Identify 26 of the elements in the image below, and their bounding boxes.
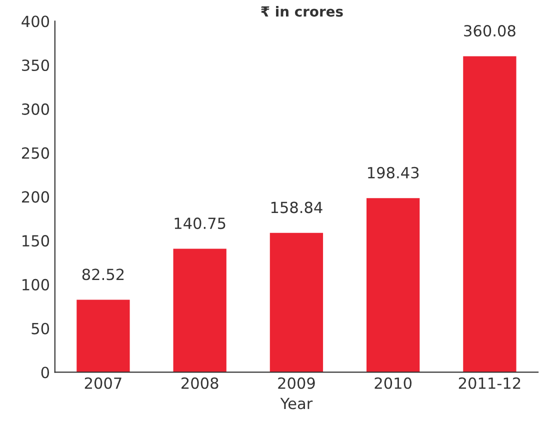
data-label: 360.08 [464,25,516,37]
y-tick-label: 300 [22,103,50,115]
data-label: 158.84 [271,202,322,214]
x-tick-label: 2007 [84,377,122,389]
data-label: 140.75 [174,218,226,230]
y-tick-label: 200 [22,191,50,203]
data-label: 82.52 [82,268,124,280]
y-tick-label: 250 [22,147,50,159]
chart-subtitle: ₹ in crores [261,6,343,17]
bar [76,300,130,372]
y-tick-label: 50 [32,322,50,334]
y-tick-label: 0 [41,366,50,378]
bar [463,56,516,372]
x-tick-label: 2009 [278,377,315,389]
bar [366,198,420,372]
y-tick-label: 400 [22,16,50,28]
x-axis-title: Year [280,398,313,410]
bar [173,248,226,372]
x-tick-label: 2008 [182,377,218,389]
y-tick-label: 150 [22,235,50,247]
y-tick-label: 350 [22,60,50,72]
x-tick-label: 2011-12 [458,377,520,389]
data-label: 198.43 [368,166,419,178]
bar [270,232,324,372]
y-tick-label: 100 [22,278,50,290]
x-tick-label: 2010 [374,377,412,389]
